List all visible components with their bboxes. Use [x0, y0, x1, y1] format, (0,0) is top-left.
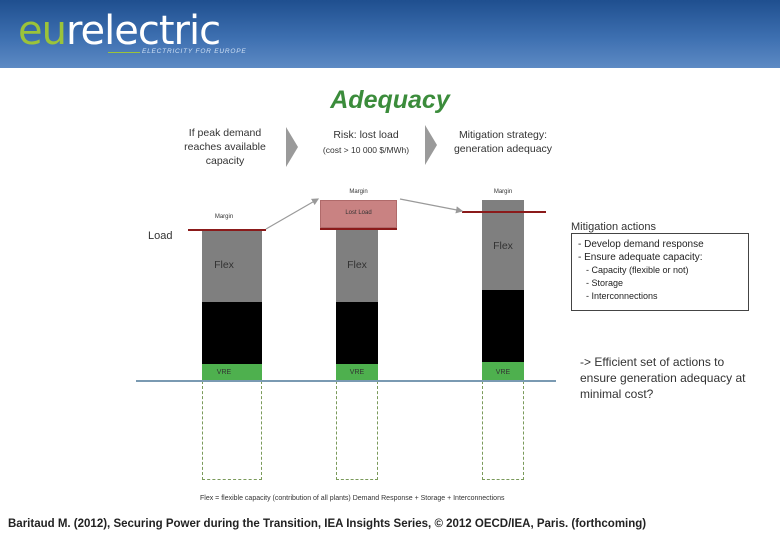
col3-flex-label: Flex	[493, 240, 513, 252]
baseline	[136, 380, 556, 382]
page-title: Adequacy	[330, 86, 450, 114]
col1-vre-bar	[202, 364, 262, 381]
mitigation-subitem: - Capacity (flexible or not)	[586, 265, 689, 275]
col2-margin-label: Margin	[349, 189, 368, 195]
col3-margin-label: Margin	[493, 189, 513, 195]
conclusion-text: -> Efficient set of actions to ensure ge…	[580, 355, 746, 401]
mitigation-actions-box: - Develop demand response - Ensure adequ…	[571, 233, 749, 311]
tagline-divider	[108, 52, 140, 53]
col2-lost-load-label: Lost Load	[345, 210, 372, 216]
step-arrow-2	[425, 125, 437, 165]
col3-black-bar	[482, 290, 524, 362]
col2-flex-bar	[336, 230, 378, 302]
step-arrow-1	[286, 127, 298, 167]
source-credit: Baritaud M. (2012), Securing Power durin…	[8, 518, 647, 530]
mitigation-subitem: - Storage	[586, 278, 624, 288]
mitigation-subitem: - Interconnections	[586, 291, 658, 301]
col2-flex-label: Flex	[347, 259, 367, 271]
step-1-text: If peak demand reaches available capacit…	[184, 127, 266, 167]
col3-flex-bar	[482, 200, 524, 290]
col1-margin-label: Margin	[214, 214, 234, 220]
col1-load-line	[188, 229, 266, 231]
col2-load-line	[320, 228, 397, 230]
load-label: Load	[148, 230, 173, 242]
mitigation-heading: Mitigation actions	[571, 221, 656, 233]
col2-black-bar	[336, 302, 378, 364]
mitigation-item: - Ensure adequate capacity:	[578, 252, 703, 263]
col1-flex-bar	[202, 230, 262, 302]
col1-flex-label: Flex	[214, 259, 234, 271]
col3-vre-label: VRE	[495, 369, 511, 376]
col2-lost-load-box	[320, 200, 397, 228]
footnote: Flex = flexible capacity (contribution o…	[200, 495, 505, 502]
step-2-text: Risk: lost load	[333, 129, 399, 141]
col2-vre-bar	[336, 364, 378, 381]
col3-vre-bar	[482, 362, 524, 381]
eurelectric-logo: eurelectric	[18, 8, 221, 54]
col1-black-bar	[202, 302, 262, 364]
header-banner: eurelectric ELECTRICITY FOR EUROPE	[0, 0, 780, 68]
step-3-text: Mitigation strategy: generation adequacy	[453, 129, 553, 155]
arrow-to-lost-load	[265, 198, 320, 230]
col2-vre-label: VRE	[349, 369, 365, 376]
col1-vre-label: VRE	[216, 369, 232, 376]
step-2-subtext: (cost > 10 000 $/MWh)	[322, 145, 410, 155]
arrow-to-mitigation	[399, 198, 464, 214]
mitigation-item: - Develop demand response	[578, 239, 704, 250]
logo-tagline: ELECTRICITY FOR EUROPE	[142, 48, 247, 55]
col3-load-line	[462, 211, 546, 213]
